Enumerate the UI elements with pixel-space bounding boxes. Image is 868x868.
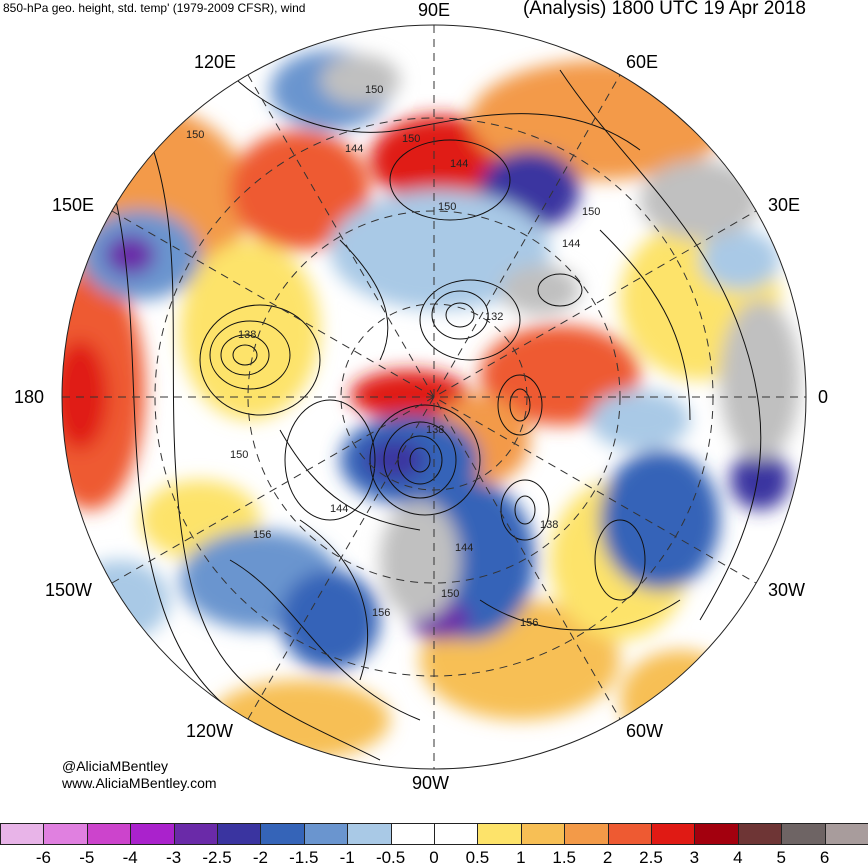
lon-label-0: 0: [818, 387, 829, 407]
svg-text:132: 132: [485, 311, 503, 323]
map-disk: 150 150 144 150 144 150 150 144 132 138 …: [62, 25, 806, 769]
lon-label-90e: 90E: [418, 0, 451, 20]
colorbar-swatch: [390, 823, 435, 845]
colorbar-swatch: [824, 823, 868, 845]
colorbar-swatch: [737, 823, 783, 845]
lon-label-120w: 120W: [186, 721, 234, 741]
colorbar-tick-label: -1: [339, 848, 355, 867]
colorbar-swatch: [564, 823, 609, 845]
colorbar-swatch: [303, 823, 349, 845]
svg-text:150: 150: [582, 206, 600, 218]
colorbar-swatch: [86, 823, 132, 845]
graticule: [62, 25, 806, 769]
colorbar-tick-label: -4: [122, 848, 138, 867]
colorbar-swatch: [173, 823, 218, 845]
colorbar-tick-label: 5: [776, 848, 786, 867]
colorbar-swatch: [0, 823, 45, 845]
colorbar: -6 -5 -4 -3 -2.5 -2 -1.5 -1 -0.5 0 0.5 1 1.5 2 2.5 3 4 5 6: [0, 823, 868, 867]
colorbar-swatch: [434, 823, 479, 845]
author-handle: @AliciaMBentley: [62, 758, 169, 774]
svg-text:156: 156: [372, 607, 390, 619]
colorbar-tick-label: 2.5: [639, 848, 663, 867]
lon-label-30e: 30E: [768, 195, 801, 215]
polar-map: 150 150 144 150 144 150 150 144 132 138 …: [61, 24, 807, 770]
svg-text:150: 150: [186, 129, 204, 141]
colorbar-tick-label: 3: [689, 848, 700, 867]
author-website: www.AliciaMBentley.com: [62, 775, 217, 791]
lon-label-30w: 30W: [768, 580, 806, 600]
colorbar-tick-label: 0: [429, 848, 439, 867]
colorbar-tick-label: -6: [35, 848, 51, 867]
svg-text:138: 138: [426, 424, 444, 436]
lon-label-60w: 60W: [626, 721, 664, 741]
colorbar-tick-label: -5: [79, 848, 95, 867]
colorbar-swatch: [130, 823, 175, 845]
svg-text:150: 150: [441, 588, 459, 600]
svg-text:156: 156: [253, 529, 271, 541]
lon-label-150e: 150E: [52, 195, 95, 215]
colorbar-swatch: [520, 823, 566, 845]
lon-label-90w: 90W: [412, 773, 450, 793]
svg-text:150: 150: [230, 449, 248, 461]
svg-text:156: 156: [520, 617, 538, 629]
lon-label-60e: 60E: [626, 52, 659, 72]
svg-text:150: 150: [365, 84, 383, 96]
svg-text:138: 138: [238, 329, 256, 341]
colorbar-tick-label: 4: [733, 848, 743, 867]
svg-text:150: 150: [402, 133, 420, 145]
temperature-anomaly-field: [62, 50, 800, 760]
colorbar-swatch: [781, 823, 826, 845]
lon-label-150w: 150W: [45, 580, 93, 600]
svg-text:144: 144: [345, 143, 363, 155]
colorbar-swatch: [217, 823, 262, 845]
svg-text:150: 150: [438, 201, 456, 213]
map-boundary: [61, 24, 807, 770]
height-contours: [89, 39, 762, 769]
colorbar-tick-label: -3: [166, 848, 182, 867]
colorbar-tick-label: -1.5: [289, 848, 319, 867]
colorbar-tick-label: 2: [602, 848, 613, 867]
colorbar-swatch: [607, 823, 652, 845]
colorbar-tick-label: -2.5: [202, 848, 232, 867]
map-title: 850-hPa geo. height, std. temp' (1979-20…: [3, 1, 306, 15]
colorbar-swatch: [260, 823, 305, 845]
colorbar-tick-label: 1.5: [552, 848, 577, 867]
svg-text:144: 144: [562, 238, 580, 250]
colorbar-swatch: [651, 823, 696, 845]
svg-text:138: 138: [540, 519, 558, 531]
colorbar-swatch: [43, 823, 88, 845]
lon-label-120e: 120E: [194, 52, 237, 72]
svg-text:144: 144: [455, 542, 473, 554]
analysis-time: (Analysis) 1800 UTC 19 Apr 2018: [522, 0, 806, 19]
svg-text:144: 144: [330, 503, 348, 515]
colorbar-swatch: [347, 823, 392, 845]
colorbar-tick-label: -2: [252, 848, 268, 867]
colorbar-swatch: [694, 823, 739, 845]
lon-label-180: 180: [14, 387, 45, 407]
colorbar-tick-label: 1: [516, 848, 526, 867]
colorbar-tick-label: 6: [819, 848, 830, 867]
svg-text:144: 144: [450, 158, 468, 170]
colorbar-tick-label: 0.5: [465, 848, 490, 867]
contour-labels: 150 150 144 150 144 150 150 144 132 138 …: [186, 84, 600, 629]
colorbar-swatch: [477, 823, 522, 845]
colorbar-tick-label: -0.5: [375, 848, 406, 867]
